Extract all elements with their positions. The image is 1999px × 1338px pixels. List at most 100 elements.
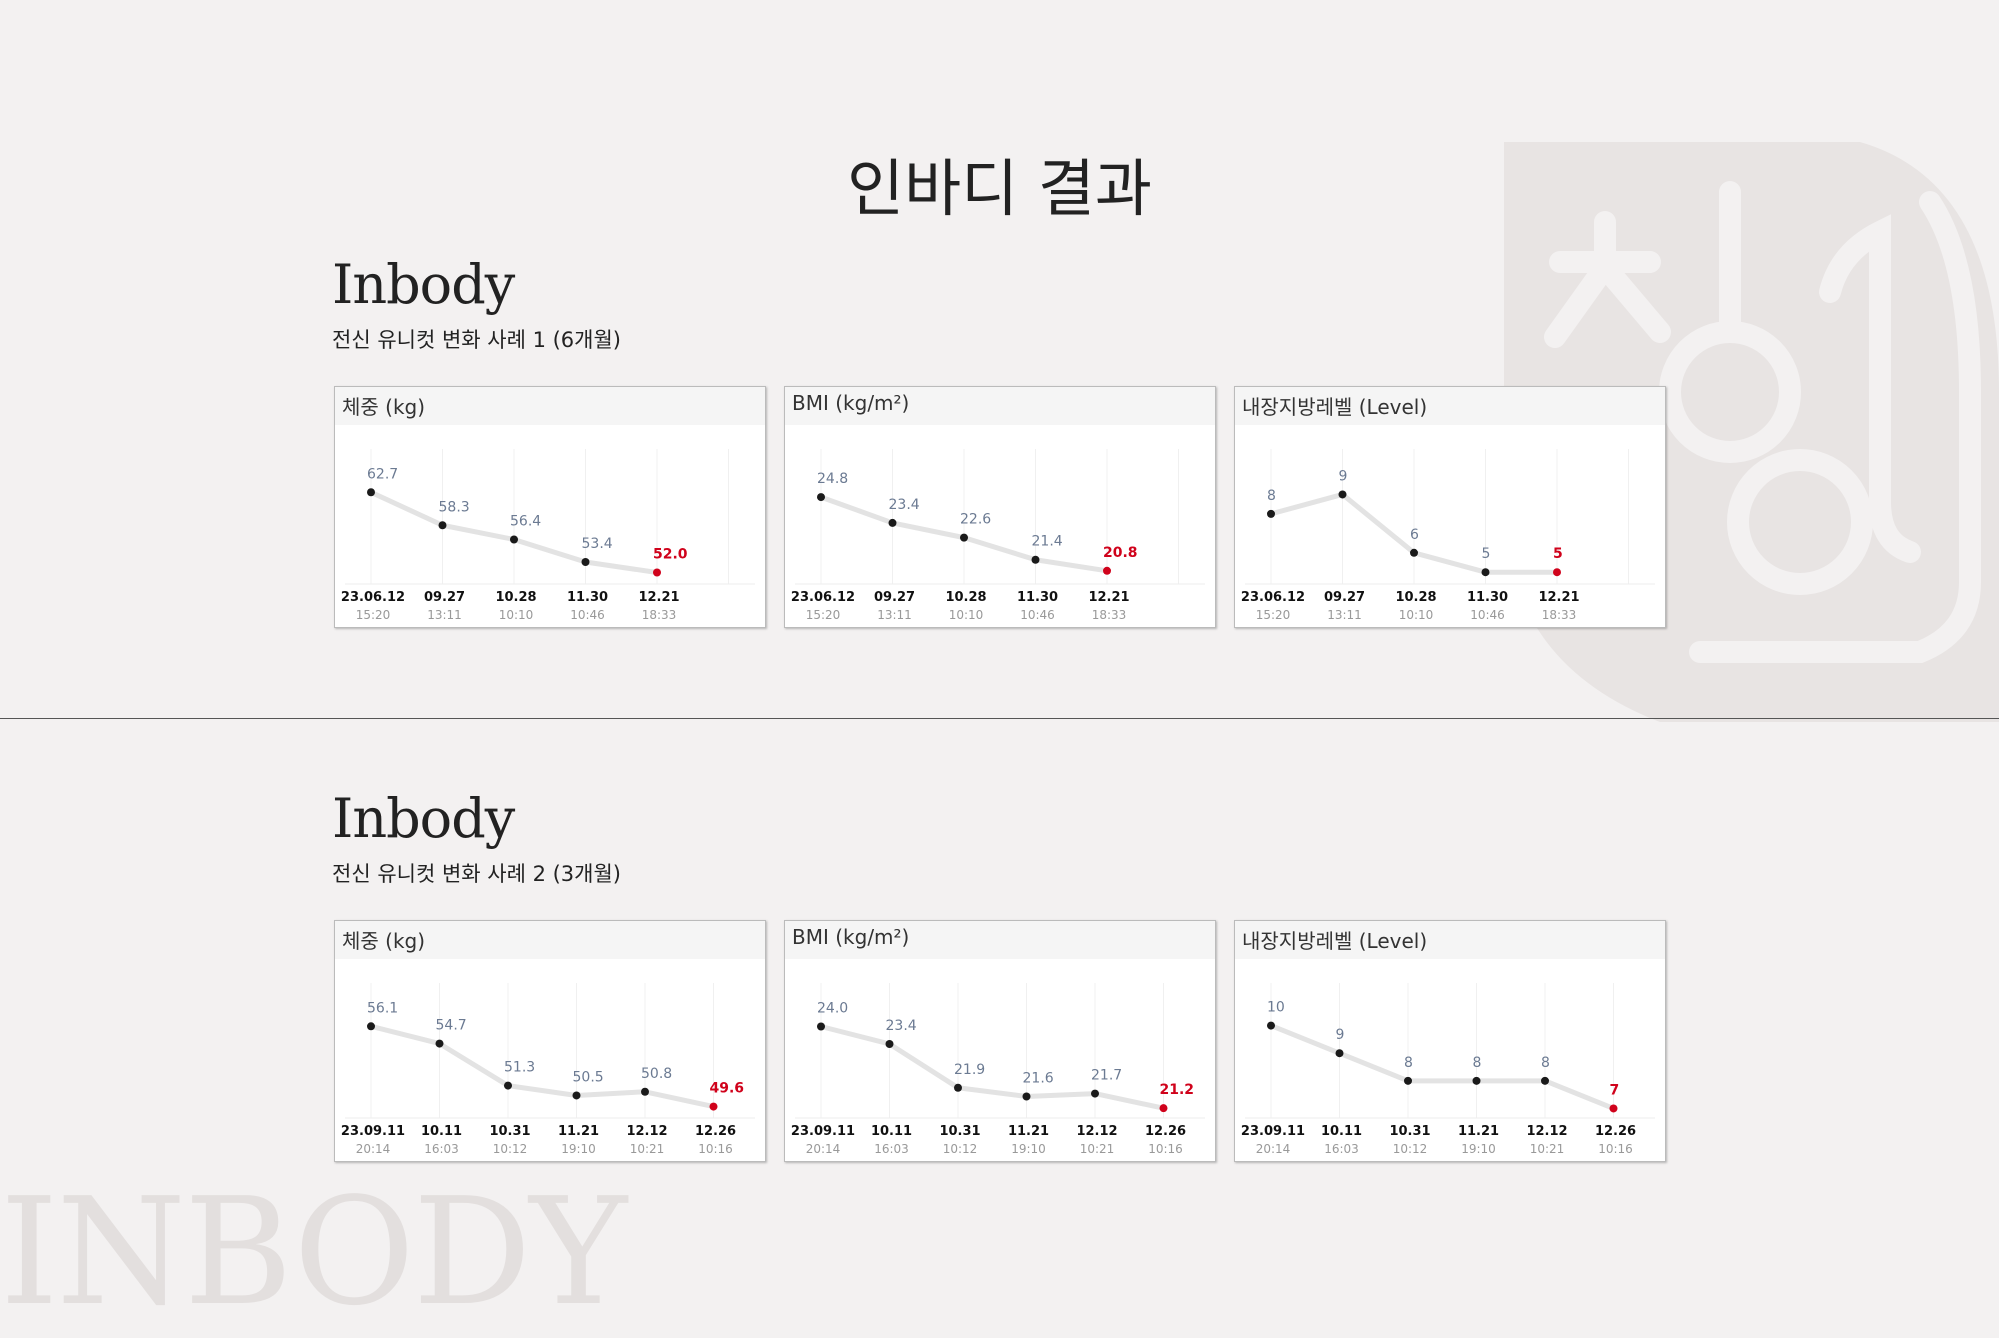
x-tick-time: 10:21	[1530, 1142, 1565, 1156]
x-tick-date: 12.26	[695, 1124, 736, 1139]
x-tick-time: 16:03	[1324, 1142, 1359, 1156]
x-tick-time: 10:46	[570, 608, 605, 622]
x-tick-time: 16:03	[874, 1142, 909, 1156]
weight-line-chart: 62.7 23.06.12 15:20 58.3 09.27 13:11 56.4 10.28…	[341, 449, 755, 622]
data-label: 23.4	[889, 497, 920, 513]
x-tick-time: 10:46	[1020, 608, 1055, 622]
bmi-line-chart: 24.0 23.09.11 20:14 23.4 10.11 16:03 21.9 10.31…	[791, 983, 1205, 1156]
x-tick-time: 10:12	[1393, 1142, 1428, 1156]
x-tick-time: 10:10	[1399, 608, 1434, 622]
data-point	[1022, 1092, 1031, 1101]
data-label: 8	[1267, 488, 1276, 504]
data-point	[1267, 509, 1275, 518]
latest-data-point	[653, 568, 661, 577]
chart-card-header	[785, 921, 1215, 959]
x-tick-date: 12.12	[1526, 1124, 1567, 1139]
x-tick-time: 20:14	[356, 1142, 391, 1156]
data-label: 9	[1336, 1027, 1345, 1043]
x-tick-date: 11.21	[558, 1124, 599, 1139]
x-tick-time: 10:16	[1598, 1142, 1633, 1156]
data-label: 8	[1404, 1055, 1413, 1071]
data-point	[504, 1081, 512, 1090]
data-label: 21.4	[1032, 534, 1063, 550]
data-label: 50.5	[573, 1069, 604, 1085]
x-tick-date: 11.21	[1008, 1124, 1049, 1139]
chart-card-visceral-fat: 내장지방레벨 (Level) 10 23.09.11 20:14 9 10.11 16:0…	[1234, 920, 1666, 1162]
chart-card-header	[1235, 387, 1665, 425]
chart-row: 체중 (kg) 56.1 23.09.11 20:14 54.7 10.11 16:03 5…	[332, 920, 1732, 1164]
x-tick-date: 11.21	[1458, 1124, 1499, 1139]
x-tick-time: 20:14	[1256, 1142, 1291, 1156]
chart-card-bmi: BMI (kg/m²) 24.8 23.06.12 15:20 23.4 09.27 13…	[784, 386, 1216, 628]
data-point	[641, 1087, 649, 1096]
section-divider	[0, 718, 1999, 719]
x-tick-date: 12.21	[1088, 590, 1129, 605]
latest-data-point	[1159, 1104, 1168, 1113]
x-tick-time: 10:10	[949, 608, 984, 622]
data-label: 62.7	[367, 466, 398, 482]
chart-title: BMI (kg/m²)	[792, 925, 910, 949]
chart-card-visceral-fat: 내장지방레벨 (Level) 8 23.06.12 15:20 9 09.27 13:11…	[1234, 386, 1666, 628]
chart-card-header	[785, 387, 1215, 425]
data-label: 58.3	[439, 499, 470, 515]
data-label: 5	[1553, 546, 1563, 562]
section-brand: Inbody	[332, 253, 515, 316]
data-label: 9	[1339, 468, 1348, 484]
data-label: 24.8	[817, 471, 848, 487]
data-point	[1091, 1089, 1099, 1098]
x-tick-date: 10.11	[871, 1124, 912, 1139]
data-point	[1481, 568, 1490, 577]
data-label: 10	[1267, 1000, 1285, 1016]
data-label: 22.6	[960, 512, 991, 528]
data-point	[1404, 1076, 1412, 1085]
x-tick-time: 10:21	[1080, 1142, 1115, 1156]
x-tick-time: 18:33	[1542, 608, 1577, 622]
x-tick-date: 23.09.11	[791, 1124, 855, 1139]
x-tick-date: 10.28	[495, 590, 536, 605]
x-tick-time: 13:11	[877, 608, 912, 622]
latest-data-point	[1103, 566, 1111, 575]
chart-card-header	[335, 387, 765, 425]
x-tick-time: 10:12	[943, 1142, 978, 1156]
inbody-watermark: INBODY	[0, 1166, 627, 1338]
chart-row: 체중 (kg) 62.7 23.06.12 15:20 58.3 09.27 13:11 5…	[332, 386, 1732, 630]
data-point	[885, 1040, 894, 1048]
data-label: 21.9	[954, 1062, 985, 1078]
series-line	[820, 1024, 1165, 1111]
data-label: 8	[1473, 1055, 1482, 1071]
x-tick-date: 09.27	[874, 590, 915, 605]
data-point	[572, 1091, 581, 1100]
x-tick-time: 10:12	[493, 1142, 528, 1156]
series-line	[1270, 1023, 1615, 1111]
x-tick-time: 19:10	[1011, 1142, 1046, 1156]
x-tick-date: 11.30	[567, 590, 608, 605]
data-point	[1410, 548, 1418, 557]
data-label: 23.4	[886, 1018, 917, 1034]
data-label: 7	[1610, 1082, 1620, 1098]
x-tick-time: 19:10	[1461, 1142, 1496, 1156]
section-brand: Inbody	[332, 787, 515, 850]
x-tick-date: 12.21	[638, 590, 679, 605]
x-tick-date: 10.28	[945, 590, 986, 605]
visceral-fat-line-chart: 8 23.06.12 15:20 9 09.27 13:11 6 10.28 10:10 5 11.…	[1241, 449, 1655, 622]
data-label: 53.4	[582, 536, 613, 552]
data-point	[1031, 555, 1040, 564]
x-tick-date: 10.31	[939, 1124, 980, 1139]
data-point	[1541, 1076, 1549, 1085]
data-point	[1472, 1076, 1481, 1085]
x-tick-time: 18:33	[1092, 608, 1127, 622]
chart-card-header	[335, 921, 765, 959]
inbody-section-2: Inbody 전신 유니컷 변화 사례 2 (3개월) 체중 (kg) 56.1…	[332, 787, 1666, 1162]
x-tick-date: 12.26	[1145, 1124, 1186, 1139]
x-tick-time: 20:14	[806, 1142, 841, 1156]
visceral-fat-line-chart: 10 23.09.11 20:14 9 10.11 16:03 8 10.31 10:12 8 11…	[1241, 983, 1655, 1156]
x-tick-date: 23.09.11	[341, 1124, 405, 1139]
data-point	[817, 1022, 825, 1031]
data-label: 6	[1410, 527, 1419, 543]
data-label: 21.2	[1160, 1082, 1195, 1098]
chart-title: 체중 (kg)	[342, 929, 426, 953]
page-title: 인바디 결과	[847, 152, 1152, 225]
x-tick-time: 13:11	[427, 608, 462, 622]
data-label: 50.8	[641, 1066, 672, 1082]
section-caption: 전신 유니컷 변화 사례 2 (3개월)	[332, 862, 622, 886]
